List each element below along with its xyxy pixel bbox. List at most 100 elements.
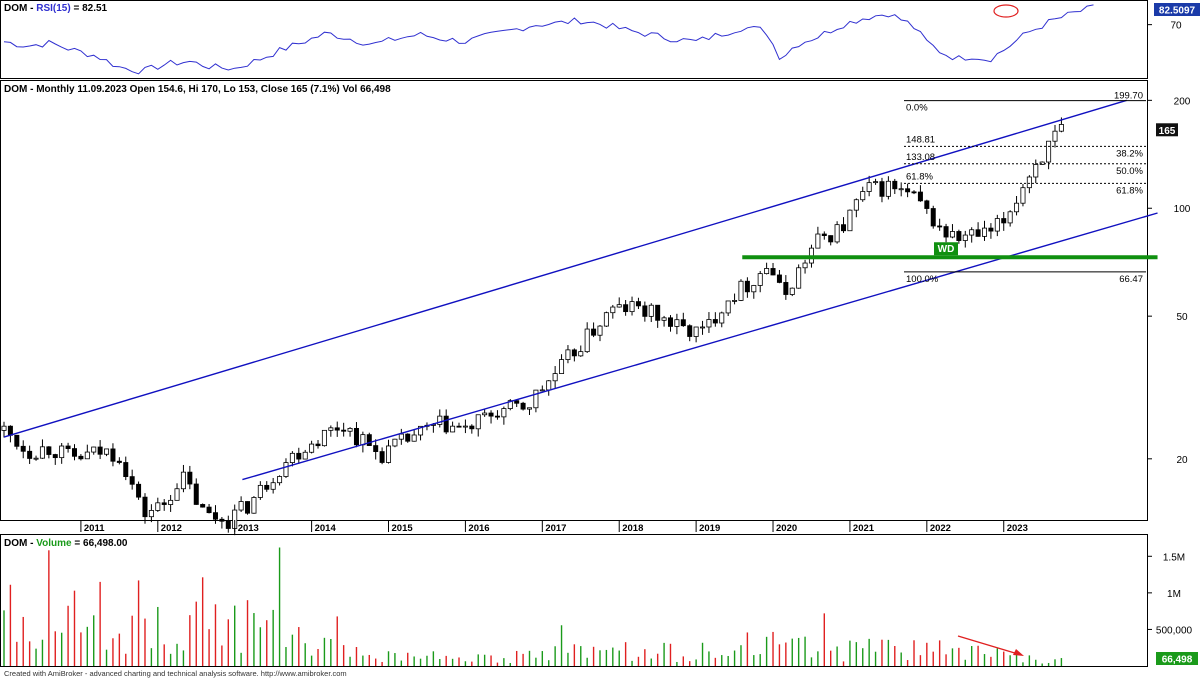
candle-down	[988, 227, 994, 232]
candle-up	[257, 484, 263, 498]
candle-up	[853, 199, 859, 211]
year-tick-label: 2014	[315, 523, 337, 534]
fib-left-label: 61.8%	[906, 171, 933, 182]
volume-tick-label: 1.5M	[1163, 552, 1185, 563]
volume-title: DOM - Volume = 66,498.00	[4, 538, 128, 549]
candle-up	[603, 312, 609, 327]
candlestick-series	[1, 117, 1064, 536]
price-tick-label: 20	[1176, 455, 1188, 466]
candle-up	[302, 451, 308, 460]
wd-label: WD	[938, 244, 955, 255]
candle-down	[975, 229, 981, 237]
candle-down	[110, 448, 116, 462]
candle-up	[648, 304, 654, 317]
candle-down	[219, 518, 225, 522]
candle-down	[744, 280, 750, 293]
candle-down	[924, 200, 930, 209]
candle-down	[520, 402, 526, 410]
candle-up	[738, 280, 744, 301]
candle-down	[97, 446, 103, 455]
candle-up	[33, 457, 39, 460]
year-tick-label: 2018	[622, 523, 643, 534]
candle-down	[161, 502, 167, 505]
candle-down	[911, 191, 917, 194]
candle-down	[443, 415, 449, 433]
candle-up	[982, 227, 988, 237]
year-tick-label: 2013	[238, 523, 259, 534]
year-tick-label: 2020	[776, 523, 797, 534]
candle-down	[956, 231, 962, 241]
fib-left-label: 100.0%	[906, 274, 939, 285]
candle-up	[1, 425, 7, 431]
candle-up	[1058, 124, 1064, 132]
rsi-series	[3, 4, 1094, 75]
candle-up	[584, 328, 590, 353]
candle-up	[962, 234, 968, 241]
candle-up	[629, 301, 635, 313]
candle-up	[578, 351, 584, 357]
candle-up	[898, 188, 904, 191]
candle-down	[642, 305, 648, 317]
volume-series	[3, 547, 1063, 666]
year-tick-label: 2022	[930, 523, 951, 534]
candle-down	[655, 304, 661, 321]
rsi-last-badge	[1154, 3, 1200, 16]
candle-down	[469, 425, 475, 430]
candle-up	[475, 414, 481, 430]
rsi-tick-label: 70	[1170, 21, 1182, 32]
candle-up	[1052, 130, 1058, 142]
candle-down	[623, 304, 629, 313]
candle-up	[501, 408, 507, 418]
candle-up	[174, 488, 180, 501]
candle-up	[764, 268, 770, 275]
price-last-badge	[1156, 123, 1178, 137]
price-tick-label: 50	[1176, 312, 1188, 323]
candle-up	[462, 425, 468, 428]
candle-up	[725, 300, 731, 314]
candle-down	[373, 445, 379, 452]
candle-down	[78, 455, 84, 460]
candle-up	[706, 319, 712, 328]
candle-up	[616, 304, 622, 308]
volume-pane-border	[0, 534, 1148, 667]
candle-up	[386, 445, 392, 463]
candle-up	[546, 380, 552, 391]
candle-up	[1033, 164, 1039, 178]
fibonacci-levels: 0.0% 199.70 148.81 38.2% 133.08 50.0% 61.8% 61.…	[904, 91, 1146, 285]
candle-up	[1020, 187, 1026, 204]
candle-up	[238, 501, 244, 511]
candle-up	[180, 471, 186, 490]
year-tick-label: 2011	[84, 523, 105, 534]
rsi-highlight-circle	[993, 4, 1019, 18]
candle-up	[321, 429, 327, 447]
candle-up	[847, 209, 853, 232]
candle-down	[828, 235, 834, 243]
candle-down	[142, 496, 148, 518]
candle-down	[7, 425, 13, 436]
candle-up	[949, 231, 955, 238]
candle-down	[905, 188, 911, 193]
price-tick-label: 100	[1174, 204, 1191, 215]
volume-last-badge	[1156, 652, 1198, 665]
candle-down	[46, 446, 52, 455]
candle-up	[719, 312, 725, 324]
candle-down	[770, 268, 776, 276]
rsi-last-label: 82.5097	[1159, 6, 1196, 17]
candle-down	[591, 328, 597, 336]
candle-up	[360, 434, 366, 446]
candle-up	[251, 497, 257, 514]
candle-up	[834, 224, 840, 243]
fib-left-label: 133.08	[906, 152, 935, 163]
candle-down	[245, 501, 251, 514]
year-tick-label: 2015	[392, 523, 414, 534]
candle-down	[264, 484, 270, 490]
candle-down	[494, 415, 500, 418]
candle-down	[65, 445, 71, 449]
candle-down	[14, 434, 20, 447]
candle-up	[789, 287, 795, 295]
candle-down	[187, 471, 193, 485]
volume-trend-arrow	[957, 635, 1019, 655]
fib-right-label: 38.2%	[1116, 148, 1143, 159]
candle-up	[437, 415, 443, 425]
